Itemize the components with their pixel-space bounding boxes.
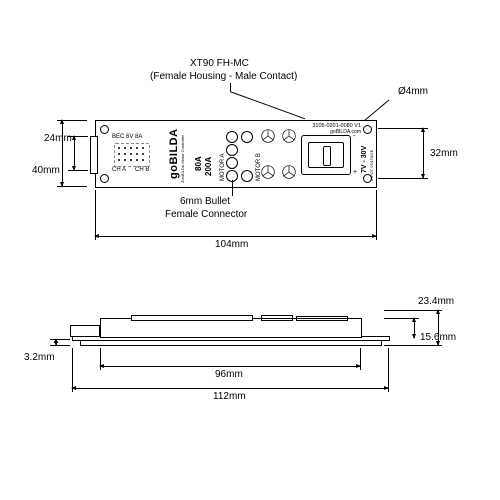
ext-23-top — [384, 310, 442, 311]
callout-xt90-l1: XT90 FH-MC — [190, 58, 249, 69]
ext-104-r — [376, 190, 377, 240]
xt90-key — [323, 146, 331, 166]
pcb-plus: + — [353, 169, 357, 176]
mercedes-2 — [261, 165, 275, 179]
hole-tl — [100, 125, 109, 134]
pcb-chb: CH B — [135, 167, 149, 173]
ext-23-bot — [384, 345, 442, 346]
leader-bullet — [232, 180, 233, 196]
left-connector — [90, 136, 98, 174]
ext-24-bot — [68, 170, 88, 171]
xt90-inner — [308, 142, 344, 168]
dim-96 — [100, 366, 360, 367]
dim-15-label: 15.6mm — [420, 332, 456, 343]
bullet-5 — [241, 131, 253, 143]
dim-3 — [56, 339, 57, 345]
dim-24-label: 24mm — [44, 133, 72, 144]
pcb-bec: BEC 6V 8A — [112, 134, 142, 140]
dim-104 — [95, 236, 376, 237]
pin-header-box — [114, 143, 150, 167]
mercedes-3 — [282, 129, 296, 143]
pcb-motora: MOTOR A — [220, 181, 248, 187]
bullet-3 — [226, 157, 238, 169]
drawing-root: XT90 FH-MC (Female Housing - Male Contac… — [0, 0, 500, 500]
dim-40 — [62, 120, 63, 186]
pcb-cha: CH A — [112, 167, 126, 173]
dim-96-label: 96mm — [215, 369, 243, 380]
dim-104-label: 104mm — [215, 239, 248, 250]
board-side — [80, 310, 380, 345]
dim-15 — [414, 318, 415, 338]
pcb-website: goBILDA.com — [330, 129, 361, 135]
leader-d-xt90 — [230, 91, 306, 119]
ext-3-bot — [50, 345, 70, 346]
bullet-6 — [241, 170, 253, 182]
dim-32 — [423, 128, 424, 178]
callout-xt90-l2: (Female Housing - Male Contact) — [150, 71, 297, 82]
hole-bl — [100, 174, 109, 183]
dim-23-label: 23.4mm — [418, 296, 454, 307]
dim-112-label: 112mm — [213, 391, 246, 402]
side-box2 — [261, 315, 293, 321]
dim-3-label: 3.2mm — [24, 352, 55, 363]
pcb-input-voltage: INPUT VOLTAGE — [369, 181, 400, 186]
dim-32-label: 32mm — [430, 148, 458, 159]
callout-bullet-l1: 6mm Bullet — [180, 196, 230, 207]
dim-40-label: 40mm — [32, 165, 60, 176]
xt90-outer — [301, 135, 351, 175]
ext-3-top — [50, 339, 70, 340]
bullet-2 — [226, 144, 238, 156]
dim-112 — [72, 388, 388, 389]
mercedes-4 — [282, 165, 296, 179]
callout-bullet-l2: Female Connector — [165, 209, 247, 220]
side-left-conn — [70, 325, 100, 337]
side-heatsink — [131, 315, 253, 321]
dim-24 — [74, 136, 75, 170]
pcb-motorb: MOTOR B — [256, 181, 284, 187]
leader-v-xt90 — [230, 83, 231, 91]
side-body — [100, 318, 362, 338]
callout-hole: Ø4mm — [398, 86, 428, 97]
ext-104-l — [95, 190, 96, 240]
side-box3 — [296, 316, 348, 321]
mercedes-1 — [261, 129, 275, 143]
board-top-outline: BEC 6V 8A CH A CH B goBILDA ZooBILDA Mot… — [95, 120, 377, 188]
bullet-1 — [226, 131, 238, 143]
hole-tr — [363, 125, 372, 134]
